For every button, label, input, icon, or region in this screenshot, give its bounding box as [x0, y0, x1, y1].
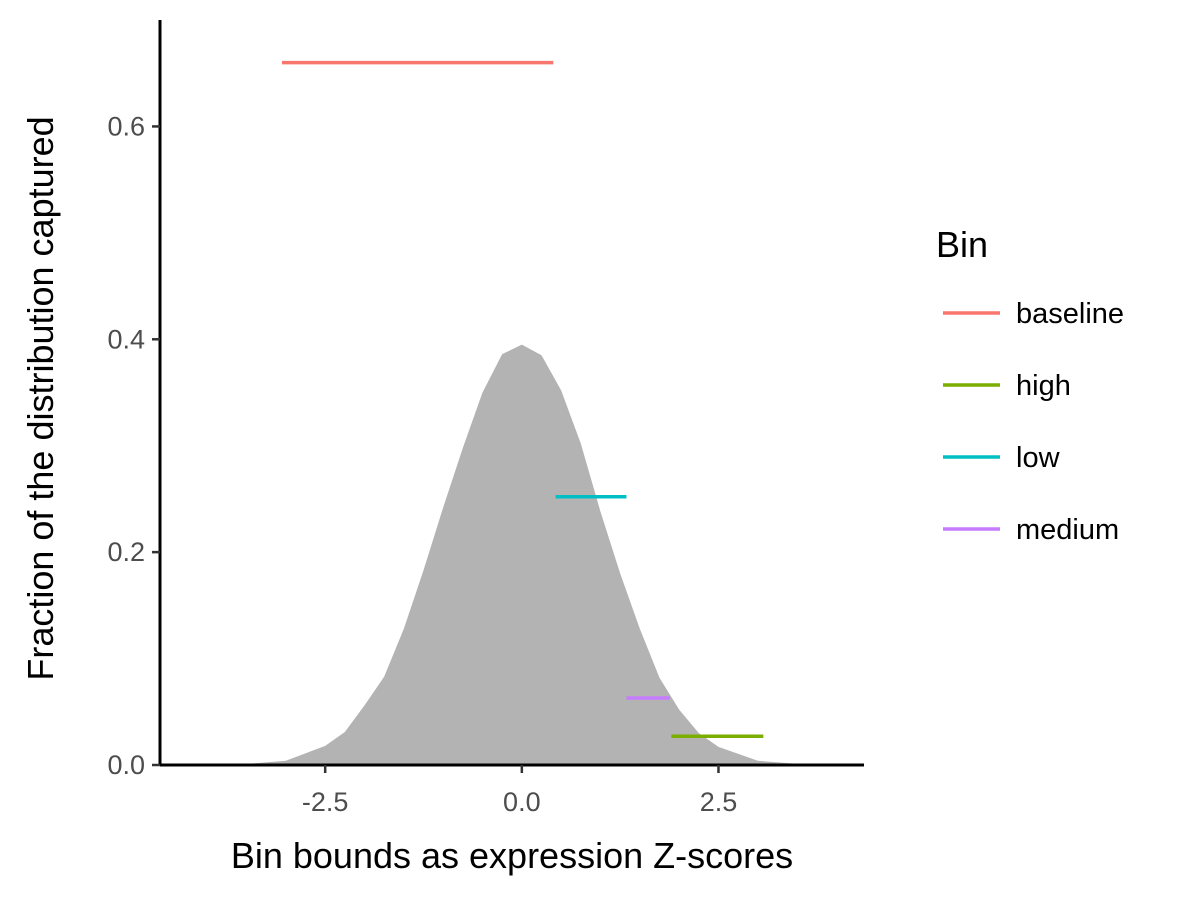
x-tick-label: 0.0 [503, 787, 541, 817]
y-tick-label: 0.2 [107, 537, 145, 567]
y-ticks: 0.0 0.2 0.4 0.6 [107, 111, 160, 780]
legend-label-high: high [1016, 370, 1071, 402]
plot-area [167, 60, 861, 765]
y-axis-title: Fraction of the distribution captured [20, 116, 61, 680]
axes: 0.0 0.2 0.4 0.6 -2.5 0.0 2.5 [107, 20, 864, 817]
legend-label-medium: medium [1016, 514, 1119, 546]
density-area [167, 344, 861, 765]
legend-label-baseline: baseline [1016, 298, 1124, 330]
x-axis-title: Bin bounds as expression Z-scores [231, 835, 793, 876]
legend-label-low: low [1016, 442, 1061, 474]
series-layer [281, 60, 764, 739]
y-tick-label: 0.4 [107, 324, 145, 354]
x-tick-label: -2.5 [302, 787, 349, 817]
y-tick-label: 0.6 [107, 111, 145, 141]
legend: Bin baseline high low medium [936, 224, 1124, 546]
legend-title: Bin [936, 224, 988, 265]
x-ticks: -2.5 0.0 2.5 [302, 765, 737, 817]
x-tick-label: 2.5 [700, 787, 738, 817]
y-tick-label: 0.0 [107, 750, 145, 780]
legend-items: baseline high low medium [943, 298, 1124, 546]
